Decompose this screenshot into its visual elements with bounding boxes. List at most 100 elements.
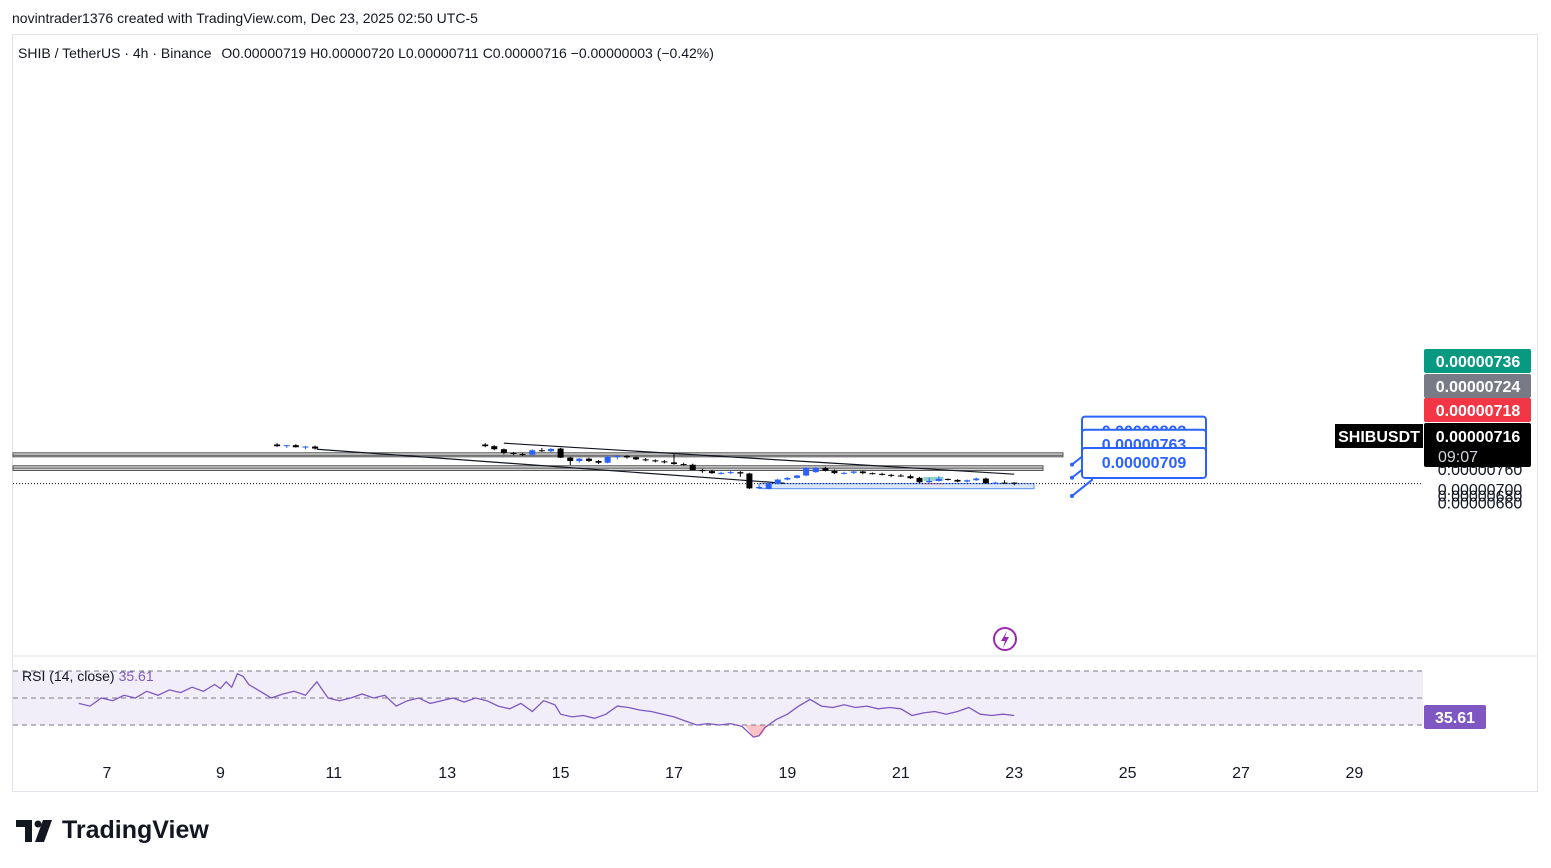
last-price-label: 0.00000716 — [1436, 429, 1521, 446]
candle-body — [538, 450, 545, 452]
rsi-legend[interactable]: RSI (14, close) 35.61 — [22, 668, 154, 684]
candle-body — [737, 472, 744, 474]
callout-anchor-dot — [1070, 462, 1074, 467]
candle-body — [859, 471, 866, 474]
candle-body — [982, 478, 989, 484]
rsi-value-tag — [1424, 705, 1486, 729]
price-tag-label: 0.00000736 — [1436, 354, 1521, 371]
position-loss-area — [923, 482, 944, 485]
price-tag-label: 0.00000718 — [1436, 403, 1521, 420]
candle-body — [604, 456, 611, 463]
candle-body — [1001, 482, 1008, 484]
candle-body — [973, 478, 980, 481]
candle-body — [482, 444, 489, 447]
candle-body — [283, 445, 290, 447]
candle-body — [500, 449, 507, 453]
candle-body — [689, 464, 696, 471]
x-axis-tick-label: 27 — [1232, 765, 1250, 782]
rsi-legend-value: 35.61 — [118, 668, 154, 684]
rsi-value-label: 35.61 — [1435, 710, 1475, 727]
candle-body — [585, 458, 592, 462]
price-tag — [1424, 398, 1531, 422]
price-tag-label: 0.00000724 — [1436, 379, 1521, 396]
resistance-zone — [12, 452, 1064, 458]
candle-body — [708, 471, 715, 474]
rsi-label: RSI (14, close) — [22, 668, 115, 684]
last-price-tag — [1424, 423, 1531, 467]
symbol-legend: SHIB / TetherUS · 4h · Binance O0.000007… — [18, 45, 714, 61]
candle-body — [869, 473, 876, 475]
x-axis-tick-label: 21 — [892, 765, 910, 782]
brand-name: TradingView — [62, 816, 209, 844]
demand-zone — [758, 483, 1035, 490]
candle-body — [774, 479, 781, 484]
ohlc-values: O0.00000719 H0.00000720 L0.00000711 C0.0… — [221, 45, 714, 61]
tradingview-mark-icon — [16, 819, 52, 842]
tradingview-logo[interactable]: TradingView — [16, 816, 209, 845]
rsi-oversold-fill — [744, 725, 768, 738]
candle-body — [784, 477, 791, 480]
attribution-text: novintrader1376 created with TradingView… — [12, 10, 478, 26]
candle-body — [699, 470, 706, 472]
x-axis-tick-label: 25 — [1119, 765, 1137, 782]
candle-body — [623, 455, 630, 458]
price-tag — [1424, 349, 1531, 373]
candle-body — [916, 477, 923, 483]
candle-body — [633, 457, 640, 460]
candle-body — [292, 445, 299, 448]
price-tag — [1424, 374, 1531, 398]
x-axis-tick-label: 29 — [1346, 765, 1364, 782]
candle-body — [680, 464, 687, 466]
candle-body — [661, 461, 668, 463]
candle-body — [831, 470, 838, 474]
symbol-info[interactable]: SHIB / TetherUS · 4h · Binance — [18, 45, 212, 61]
candle-body — [642, 459, 649, 461]
x-axis-tick-label: 23 — [1005, 765, 1023, 782]
rsi-line — [78, 672, 1015, 738]
candle-body — [935, 478, 942, 481]
lightning-bolt-shape — [1001, 631, 1009, 648]
symbol-tag-label: SHIBUSDT — [1338, 429, 1420, 446]
candle-body — [727, 472, 734, 474]
candle-body — [614, 455, 621, 457]
candle-body — [312, 446, 319, 449]
bar-countdown-label: 09:07 — [1438, 449, 1478, 466]
x-axis-tick-label: 11 — [325, 765, 342, 782]
candle-body — [547, 448, 554, 452]
y-axis-tick-label: 0.00000660 — [1438, 495, 1523, 512]
candle-body — [746, 473, 753, 489]
candle-body — [491, 446, 498, 450]
price-callout-label: 0.00000709 — [1102, 455, 1187, 472]
candle-body — [888, 474, 895, 476]
candle-body — [794, 475, 801, 478]
chart-frame[interactable] — [12, 34, 1538, 792]
candle-body — [879, 473, 886, 475]
candle-body — [595, 461, 602, 463]
candle-body — [926, 480, 933, 483]
candle-body — [756, 486, 763, 489]
candle-body — [992, 482, 999, 484]
candle-body — [841, 472, 848, 474]
candle-body — [671, 462, 677, 465]
symbol-tag — [1335, 424, 1423, 448]
candle-body — [529, 450, 536, 455]
position-profit-area — [923, 476, 944, 481]
x-axis-tick-label: 13 — [438, 765, 456, 782]
y-axis-tick-label: 0.00000700 — [1438, 482, 1523, 499]
candle-body — [274, 444, 281, 447]
price-callout-box — [1081, 446, 1207, 479]
candle-body — [812, 468, 819, 473]
x-axis-tick-label: 7 — [103, 765, 112, 782]
candle-body — [803, 467, 810, 476]
trend-channel-line — [503, 442, 1015, 475]
candle-body — [964, 480, 971, 482]
candle-body — [302, 446, 309, 448]
candle-body — [1011, 482, 1018, 484]
candle-body — [718, 472, 725, 474]
x-axis-tick-label: 15 — [552, 765, 570, 782]
candle-body — [557, 448, 564, 458]
x-axis-tick-label: 17 — [665, 765, 683, 782]
candle-body — [907, 476, 914, 479]
lightning-icon — [993, 627, 1017, 651]
